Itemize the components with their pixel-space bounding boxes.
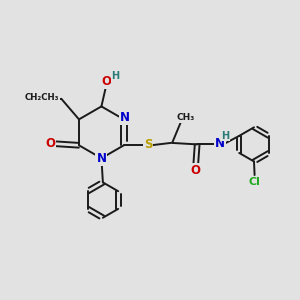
Text: O: O: [45, 137, 56, 150]
Text: H: H: [112, 71, 120, 81]
Text: N: N: [120, 111, 130, 124]
Text: O: O: [190, 164, 200, 177]
Text: H: H: [221, 130, 230, 141]
Text: CH₃: CH₃: [176, 113, 194, 122]
Text: S: S: [144, 138, 152, 151]
Text: O: O: [101, 75, 111, 88]
Text: Cl: Cl: [249, 177, 260, 187]
Text: N: N: [215, 137, 225, 150]
Text: N: N: [96, 152, 106, 165]
Text: CH₂CH₃: CH₂CH₃: [24, 93, 59, 102]
